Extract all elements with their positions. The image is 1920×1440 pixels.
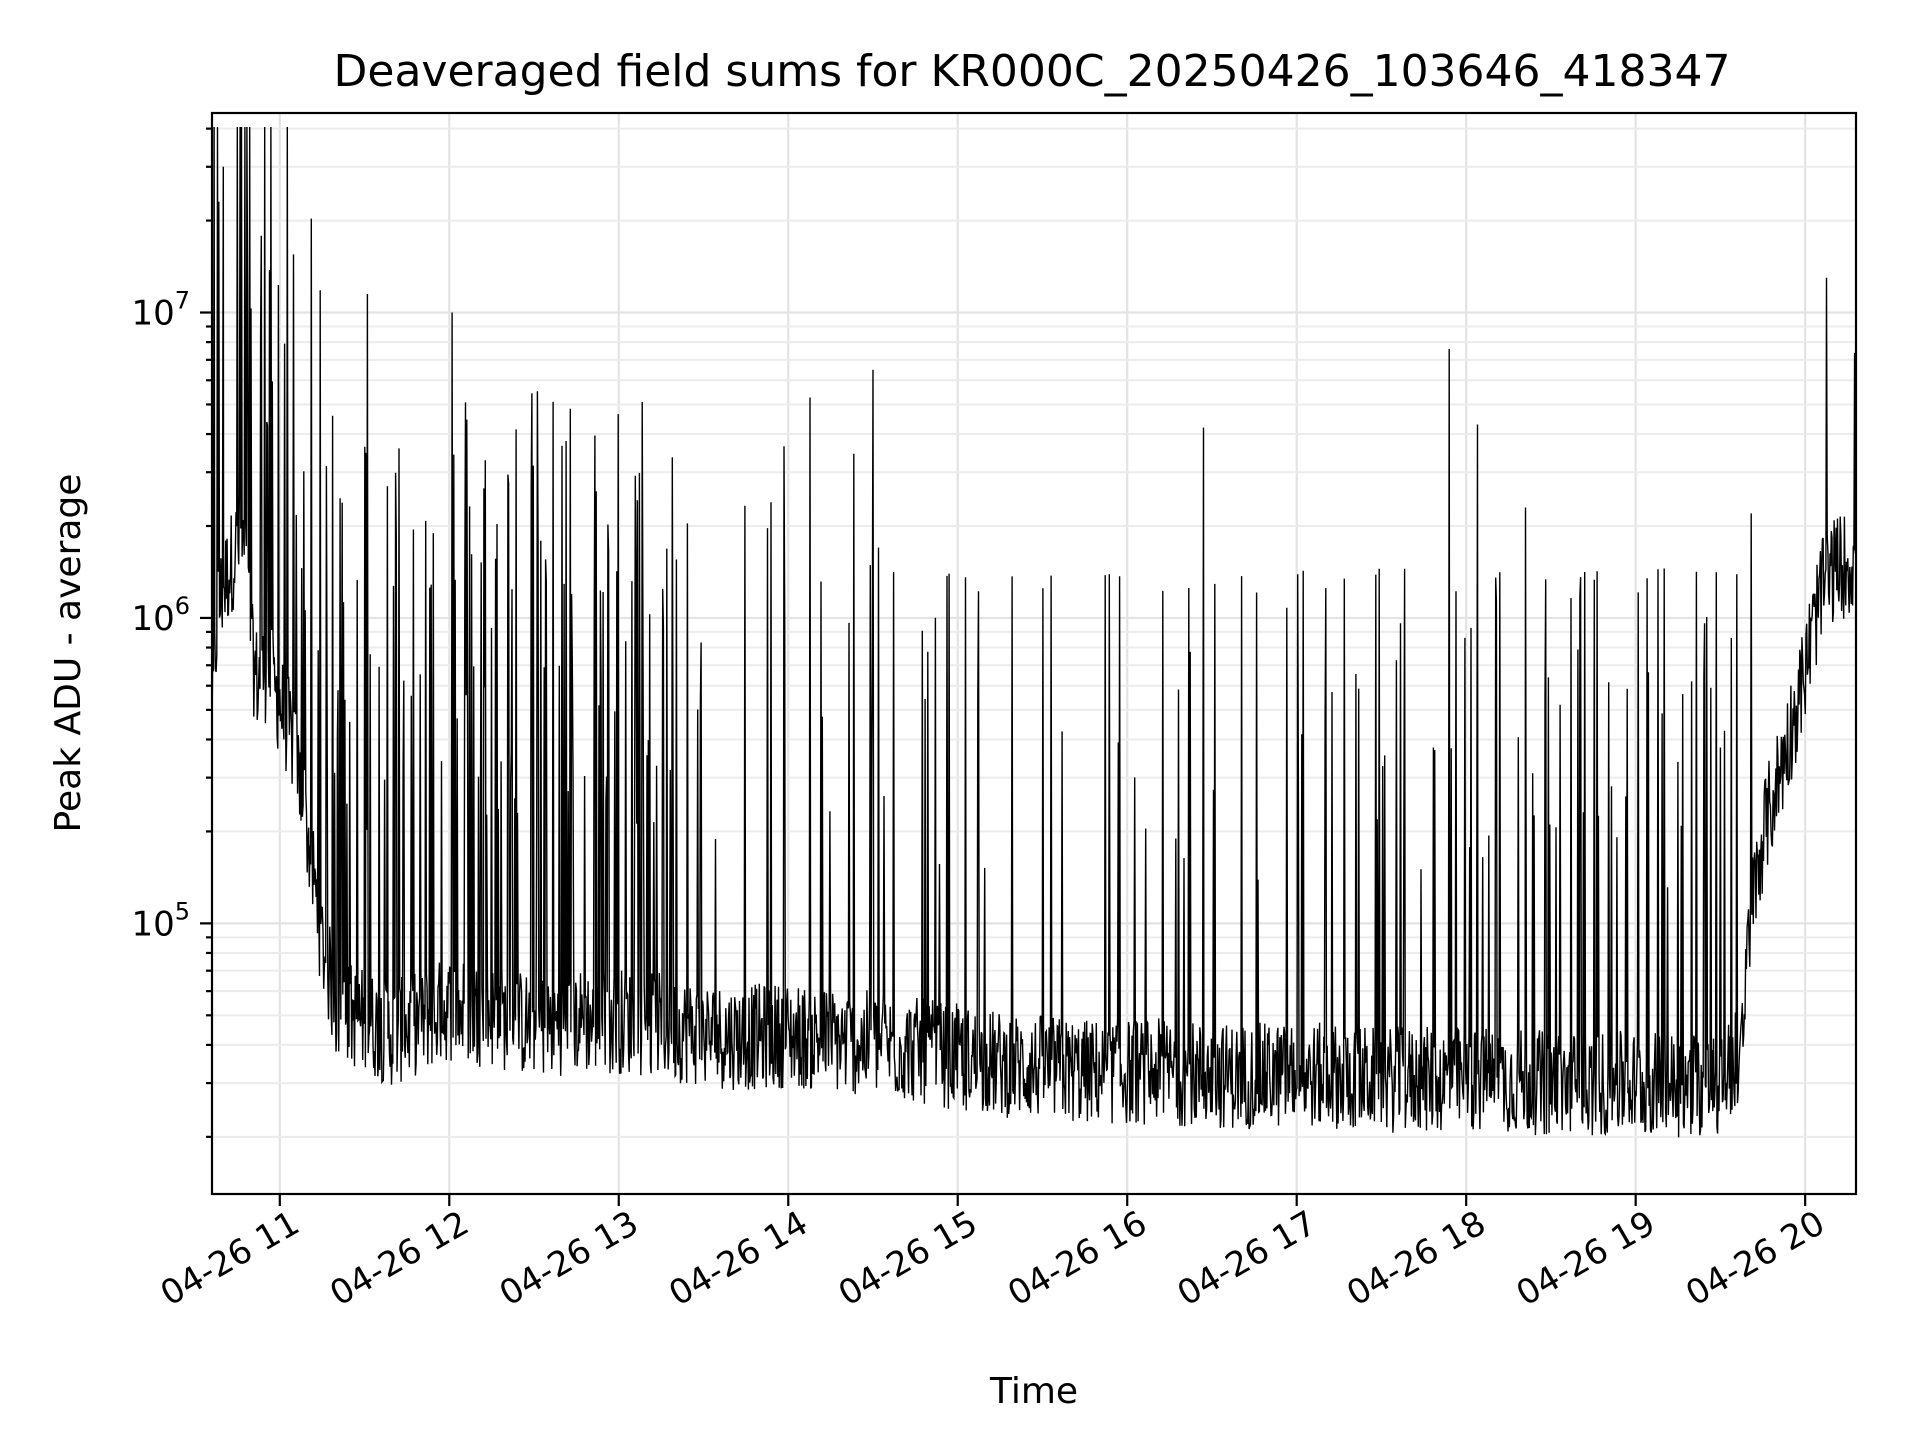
x-tick-labels: 04-26 11 04-26 12 04-26 13 04-26 14 04-26 15… [154,1203,1832,1314]
grid [212,113,1856,1194]
y-tick-label: 107 [131,287,190,334]
data-series [211,126,1857,1138]
x-tick-label: 04-26 13 [493,1203,645,1314]
x-tick-label: 04-26 16 [1001,1203,1153,1314]
plot-area [210,111,1858,1196]
y-tick-label: 105 [131,897,190,944]
x-tick-label: 04-26 12 [323,1203,475,1314]
x-axis-label: Time [989,1371,1078,1412]
y-tick-labels: 105 106 107 [131,287,190,945]
axis-ticks [200,127,1807,1206]
x-tick-label: 04-26 11 [154,1203,306,1314]
x-tick-label: 04-26 15 [832,1203,984,1314]
y-axis-label: Peak ADU - average [48,474,89,833]
x-tick-label: 04-26 18 [1340,1203,1492,1314]
series-line [211,126,1857,1138]
x-tick-label: 04-26 19 [1510,1203,1662,1314]
x-tick-label: 04-26 20 [1679,1203,1831,1314]
x-tick-label: 04-26 17 [1171,1203,1323,1314]
y-tick-label: 106 [131,592,190,639]
chart-title: Deaveraged field sums for KR000C_2025042… [334,46,1731,97]
x-tick-label: 04-26 14 [662,1203,814,1314]
